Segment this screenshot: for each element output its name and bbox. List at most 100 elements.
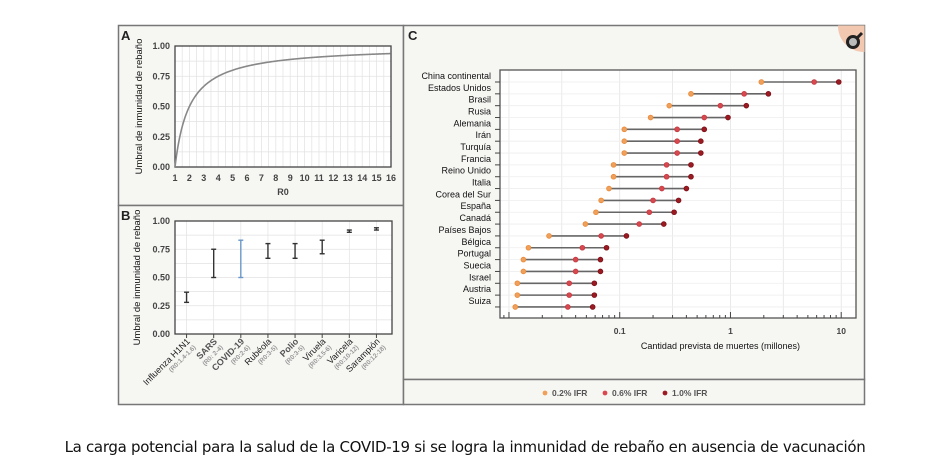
point-06IFR bbox=[636, 221, 643, 227]
y-tick-label: 0.25 bbox=[152, 301, 170, 311]
row-19 bbox=[512, 304, 596, 310]
country-label: Irán bbox=[475, 130, 491, 140]
plot-area bbox=[500, 70, 856, 318]
point-06IFR bbox=[646, 209, 653, 216]
row-15 bbox=[520, 256, 604, 263]
legend-item: 1.0% IFR bbox=[662, 388, 707, 398]
point-06IFR bbox=[674, 150, 680, 156]
x-tick-label: 11 bbox=[314, 173, 324, 183]
x-tick-label: 8 bbox=[273, 173, 278, 183]
point-10IFR bbox=[683, 185, 690, 192]
point-10IFR bbox=[701, 126, 708, 133]
point-10IFR bbox=[589, 304, 596, 310]
country-label: Estados Unidos bbox=[428, 83, 492, 93]
point-10IFR bbox=[591, 280, 598, 287]
x-tick-label: 3 bbox=[201, 173, 206, 183]
plot-border bbox=[499, 69, 857, 319]
plot-border bbox=[174, 220, 393, 335]
point-10IFR bbox=[698, 150, 704, 156]
point-02IFR bbox=[758, 79, 765, 85]
row-9 bbox=[606, 185, 690, 192]
point-10IFR bbox=[591, 292, 598, 298]
x-tick-label: 12 bbox=[328, 173, 338, 183]
country-label: Canadá bbox=[459, 213, 491, 223]
point-06IFR bbox=[674, 138, 680, 145]
point-06IFR bbox=[566, 280, 573, 287]
point-10IFR bbox=[675, 197, 682, 204]
row-3 bbox=[647, 114, 731, 121]
country-label: Italia bbox=[472, 178, 491, 188]
x-tick-label: 9 bbox=[288, 173, 293, 183]
figure-caption: La carga potencial para la salud de la C… bbox=[64, 438, 866, 456]
point-10IFR bbox=[765, 91, 772, 97]
country-label: Turquía bbox=[460, 142, 491, 152]
point-06IFR bbox=[572, 268, 579, 275]
x-axis-label: Cantidad prevista de muertes (millones) bbox=[641, 341, 800, 351]
country-label: Reino Unido bbox=[441, 166, 491, 176]
point-02IFR bbox=[520, 268, 527, 275]
zoom-button[interactable] bbox=[837, 25, 865, 53]
point-02IFR bbox=[514, 292, 521, 298]
y-tick-label: 1.00 bbox=[152, 216, 170, 226]
error-bar-6 bbox=[346, 229, 352, 234]
error-bar-3 bbox=[265, 242, 271, 259]
country-label: Israel bbox=[469, 272, 491, 282]
point-02IFR bbox=[520, 256, 527, 263]
x-axis-label: R0 bbox=[277, 187, 289, 197]
point-02IFR bbox=[610, 162, 617, 168]
point-02IFR bbox=[610, 173, 617, 180]
country-label: Austria bbox=[463, 284, 491, 294]
y-tick-label: 0.75 bbox=[152, 71, 170, 81]
country-label: China continental bbox=[421, 71, 491, 81]
error-bar-7 bbox=[373, 227, 379, 231]
x-tick-label: 2 bbox=[187, 173, 192, 183]
point-10IFR bbox=[688, 162, 694, 168]
x-tick-label: 5 bbox=[230, 173, 235, 183]
legend-frame bbox=[402, 378, 866, 406]
x-tick-label: 6 bbox=[244, 173, 249, 183]
row-7 bbox=[610, 162, 694, 168]
legend: 0.2% IFR 0.6% IFR 1.0% IFR bbox=[542, 388, 707, 398]
point-10IFR bbox=[603, 244, 610, 251]
threshold-curve bbox=[174, 52, 391, 168]
row-6 bbox=[621, 150, 704, 156]
row-1 bbox=[688, 91, 772, 97]
point-10IFR bbox=[698, 138, 704, 145]
row-10 bbox=[598, 197, 682, 204]
point-06IFR bbox=[572, 256, 579, 263]
legend-label: 0.2% IFR bbox=[552, 388, 587, 398]
legend-marker bbox=[662, 390, 668, 396]
legend-item: 0.2% IFR bbox=[542, 388, 587, 398]
y-tick-label: 0.25 bbox=[152, 132, 170, 142]
country-label: Rusia bbox=[468, 107, 491, 117]
row-8 bbox=[610, 173, 694, 180]
panel-c-chart: 0.1 1 10 Cantidad prevista de muertes (mill… bbox=[421, 69, 857, 351]
point-02IFR bbox=[621, 126, 628, 133]
point-06IFR bbox=[598, 233, 604, 239]
country-label: España bbox=[460, 201, 491, 211]
x-tick-label: 10 bbox=[836, 326, 846, 336]
point-02IFR bbox=[598, 197, 604, 204]
country-label: Suiza bbox=[468, 296, 491, 306]
legend-item: 0.6% IFR bbox=[602, 388, 647, 398]
magnifier-icon bbox=[846, 35, 860, 49]
panel-a-chart: 1 2 3 4 5 6 7 8 9 10 11 12 13 14 15 160.000.250.500.751… bbox=[134, 39, 396, 197]
country-label: Bélgica bbox=[461, 237, 491, 247]
point-10IFR bbox=[597, 268, 604, 275]
point-02IFR bbox=[525, 244, 532, 251]
country-label: Alemania bbox=[453, 118, 491, 128]
x-tick-label: 10 bbox=[300, 173, 310, 183]
x-tick-label: 14 bbox=[357, 173, 367, 183]
x-tick-label: 1 bbox=[728, 326, 733, 336]
point-10IFR bbox=[597, 256, 604, 263]
country-label: Francia bbox=[461, 154, 491, 164]
point-02IFR bbox=[621, 138, 628, 145]
point-06IFR bbox=[663, 173, 670, 180]
point-06IFR bbox=[701, 114, 708, 121]
legend-marker bbox=[602, 390, 608, 396]
point-06IFR bbox=[659, 185, 665, 192]
x-tick-label: 1 bbox=[172, 173, 177, 183]
point-06IFR bbox=[811, 79, 817, 85]
row-4 bbox=[621, 126, 708, 133]
